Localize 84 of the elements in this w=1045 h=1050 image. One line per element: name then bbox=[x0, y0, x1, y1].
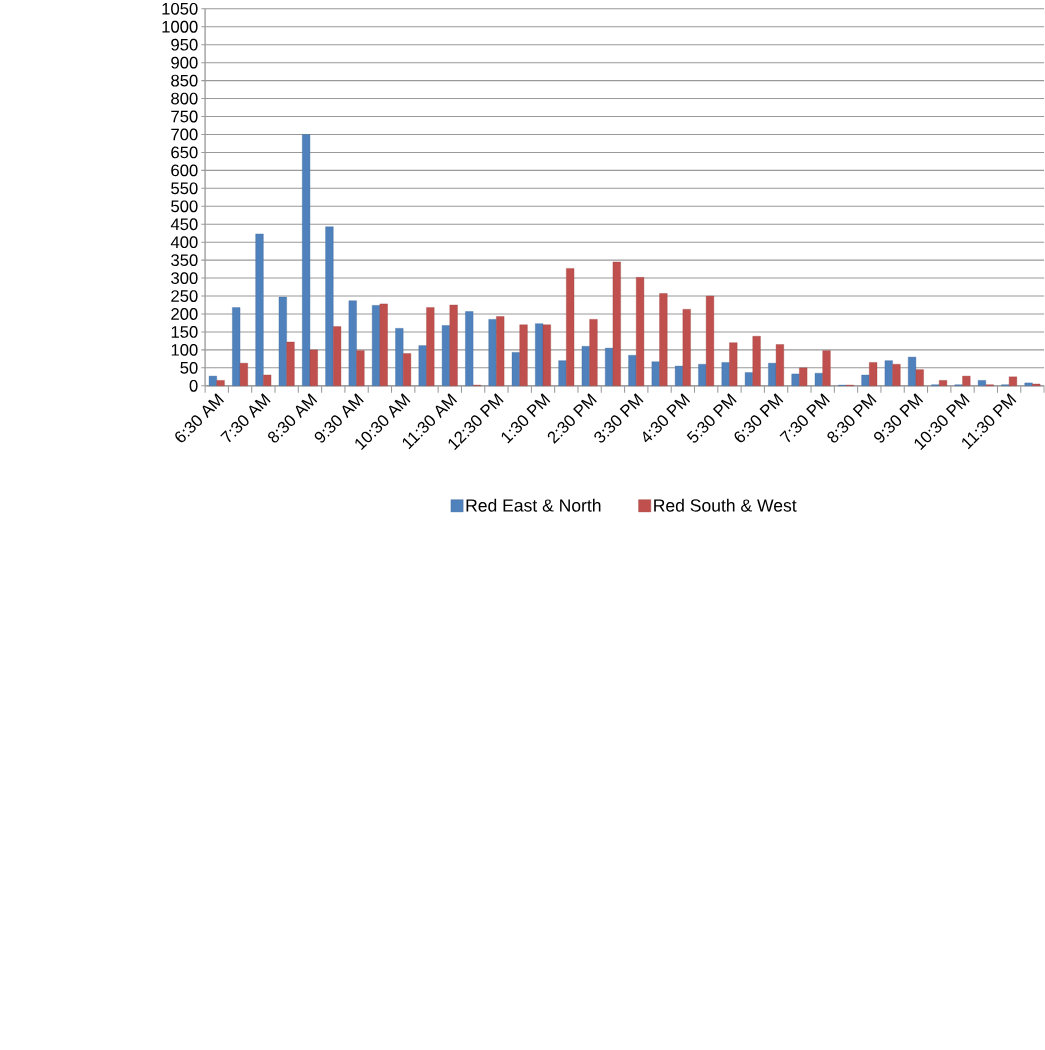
bar bbox=[822, 350, 831, 386]
y-tick-label: 300 bbox=[171, 272, 198, 284]
bar bbox=[908, 356, 917, 386]
bar bbox=[566, 268, 575, 386]
bar bbox=[706, 295, 715, 386]
bar bbox=[978, 380, 987, 386]
bar bbox=[729, 342, 738, 386]
bar bbox=[356, 350, 365, 386]
y-tick-label: 50 bbox=[180, 361, 198, 374]
bar bbox=[581, 346, 590, 386]
bar bbox=[208, 375, 218, 386]
bar bbox=[239, 362, 249, 386]
y-tick-label: 150 bbox=[171, 326, 198, 338]
bar bbox=[519, 324, 528, 386]
bar bbox=[745, 372, 754, 386]
bar bbox=[488, 319, 497, 386]
bar bbox=[232, 307, 241, 386]
bar bbox=[558, 360, 567, 386]
bar bbox=[1009, 376, 1018, 386]
y-tick-label: 850 bbox=[171, 74, 198, 87]
bar bbox=[869, 362, 878, 386]
y-tick-label: 900 bbox=[171, 56, 198, 69]
bar bbox=[542, 324, 552, 386]
bar bbox=[442, 325, 451, 386]
bar bbox=[302, 134, 311, 386]
bar bbox=[861, 374, 870, 386]
legend-label: Red South & West bbox=[654, 498, 797, 512]
y-tick-label: 1050 bbox=[162, 2, 198, 15]
y-tick-label: 800 bbox=[171, 92, 198, 105]
bar bbox=[309, 349, 318, 386]
bar bbox=[255, 233, 264, 386]
bar bbox=[333, 326, 342, 386]
bar bbox=[286, 341, 295, 386]
bar bbox=[426, 307, 435, 386]
bar bbox=[892, 364, 901, 386]
y-tick-label: 250 bbox=[171, 290, 198, 302]
bar bbox=[403, 353, 412, 386]
legend-label: Red East & North bbox=[466, 498, 601, 512]
bar bbox=[651, 361, 660, 386]
y-tick-label: 600 bbox=[171, 164, 198, 177]
y-tick-label: 500 bbox=[171, 200, 198, 213]
bar bbox=[799, 367, 808, 386]
bar bbox=[698, 364, 707, 386]
y-tick-label: 750 bbox=[171, 110, 198, 123]
y-tick-label: 400 bbox=[170, 236, 198, 249]
bar bbox=[1024, 382, 1033, 386]
bar bbox=[278, 296, 287, 386]
bar bbox=[612, 261, 621, 386]
y-tick-label: 200 bbox=[171, 308, 198, 320]
bar bbox=[465, 311, 474, 386]
bar bbox=[496, 316, 505, 386]
bar bbox=[449, 304, 458, 386]
bar bbox=[418, 345, 427, 386]
y-tick-label: 650 bbox=[171, 146, 198, 159]
y-tick-label: 550 bbox=[171, 182, 198, 195]
bar bbox=[939, 380, 948, 386]
bar bbox=[884, 360, 893, 386]
y-tick-label: 0 bbox=[189, 379, 198, 392]
bar bbox=[721, 362, 730, 386]
bar bbox=[675, 365, 684, 386]
bar bbox=[325, 226, 334, 386]
y-tick-label: 350 bbox=[171, 254, 198, 267]
bar bbox=[395, 328, 404, 386]
bar bbox=[791, 373, 800, 386]
bar bbox=[752, 336, 761, 386]
y-tick-label: 1000 bbox=[162, 20, 198, 33]
y-tick-label: 700 bbox=[171, 128, 198, 141]
bar bbox=[636, 277, 645, 386]
bar bbox=[589, 319, 598, 386]
bar bbox=[814, 373, 823, 386]
bar bbox=[216, 380, 225, 386]
bar bbox=[962, 375, 971, 386]
bar bbox=[379, 303, 388, 386]
bar bbox=[511, 352, 521, 386]
y-tick-label: 100 bbox=[171, 343, 198, 356]
bar bbox=[776, 344, 785, 386]
bar bbox=[348, 300, 357, 386]
bar bbox=[628, 355, 637, 386]
bar bbox=[263, 374, 272, 386]
bar bbox=[682, 309, 691, 386]
bar bbox=[915, 369, 924, 386]
y-tick-label: 450 bbox=[170, 218, 198, 231]
y-tick-label: 950 bbox=[171, 38, 198, 51]
bar bbox=[659, 293, 668, 386]
